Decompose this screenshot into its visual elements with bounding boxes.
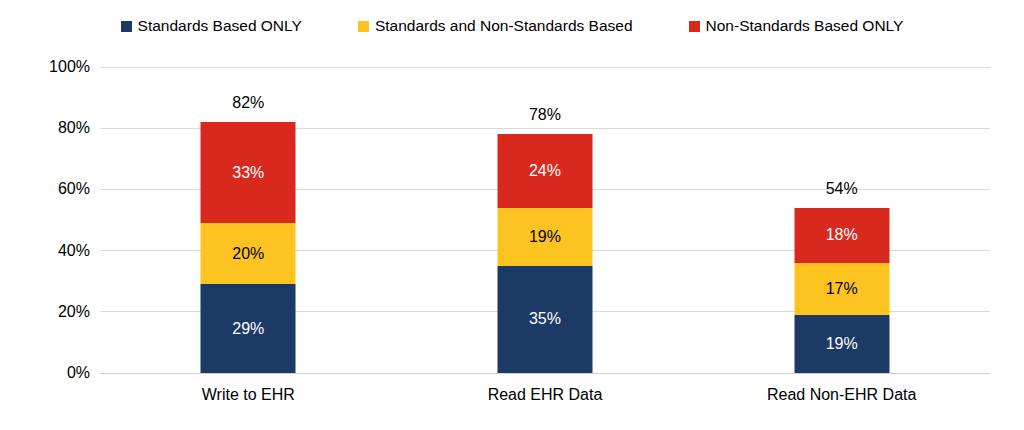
- stacked-bar-chart: Standards Based ONLY Standards and Non-St…: [0, 0, 1024, 430]
- y-axis-tick-label: 0%: [0, 364, 90, 382]
- bar-segment: 19%: [497, 208, 592, 266]
- stacked-bar: 18% 17% 19%: [794, 208, 889, 373]
- legend-item: Standards and Non-Standards Based: [358, 17, 633, 35]
- bar-column: 33% 20% 29% 82%: [100, 67, 397, 373]
- bar-column: 18% 17% 19% 54%: [693, 67, 990, 373]
- segment-value-label: 29%: [232, 320, 264, 338]
- segment-value-label: 24%: [529, 162, 561, 180]
- legend-label: Standards Based ONLY: [138, 17, 302, 35]
- bar-segment: 19%: [794, 315, 889, 373]
- segment-value-label: 19%: [826, 335, 858, 353]
- total-value-label: 82%: [232, 94, 264, 112]
- legend-swatch-icon: [121, 21, 132, 32]
- legend-label: Standards and Non-Standards Based: [375, 17, 633, 35]
- bar-segment: 24%: [497, 134, 592, 207]
- y-axis-tick-label: 100%: [0, 58, 90, 76]
- bar-segment: 29%: [201, 284, 296, 373]
- legend-label: Non-Standards Based ONLY: [706, 17, 904, 35]
- y-axis-tick-label: 40%: [0, 242, 90, 260]
- segment-value-label: 35%: [529, 310, 561, 328]
- bar-segment: 20%: [201, 223, 296, 284]
- y-axis-tick-label: 20%: [0, 303, 90, 321]
- bar-column: 24% 19% 35% 78%: [397, 67, 694, 373]
- segment-value-label: 19%: [529, 228, 561, 246]
- stacked-bar: 33% 20% 29%: [201, 122, 296, 373]
- legend-swatch-icon: [689, 21, 700, 32]
- x-axis-category-label: Write to EHR: [100, 386, 397, 404]
- x-axis: Write to EHRRead EHR DataRead Non-EHR Da…: [100, 386, 990, 404]
- legend: Standards Based ONLY Standards and Non-St…: [0, 17, 1024, 35]
- plot-area: 33% 20% 29% 82% 24% 19% 35% 78% 18% 17% 19% 54%: [100, 67, 990, 373]
- total-value-label: 54%: [826, 180, 858, 198]
- stacked-bar: 24% 19% 35%: [497, 134, 592, 373]
- legend-item: Standards Based ONLY: [121, 17, 302, 35]
- y-axis-tick-label: 60%: [0, 180, 90, 198]
- bar-segment: 35%: [497, 266, 592, 373]
- bar-segment: 17%: [794, 263, 889, 315]
- segment-value-label: 33%: [232, 164, 264, 182]
- bar-segment: 33%: [201, 122, 296, 223]
- y-axis: 0%20%40%60%80%100%: [0, 67, 90, 373]
- x-axis-category-label: Read EHR Data: [397, 386, 694, 404]
- x-axis-category-label: Read Non-EHR Data: [693, 386, 990, 404]
- segment-value-label: 17%: [826, 280, 858, 298]
- segment-value-label: 18%: [826, 226, 858, 244]
- y-axis-tick-label: 80%: [0, 119, 90, 137]
- legend-swatch-icon: [358, 21, 369, 32]
- total-value-label: 78%: [529, 106, 561, 124]
- legend-item: Non-Standards Based ONLY: [689, 17, 904, 35]
- bar-segment: 18%: [794, 208, 889, 263]
- segment-value-label: 20%: [232, 245, 264, 263]
